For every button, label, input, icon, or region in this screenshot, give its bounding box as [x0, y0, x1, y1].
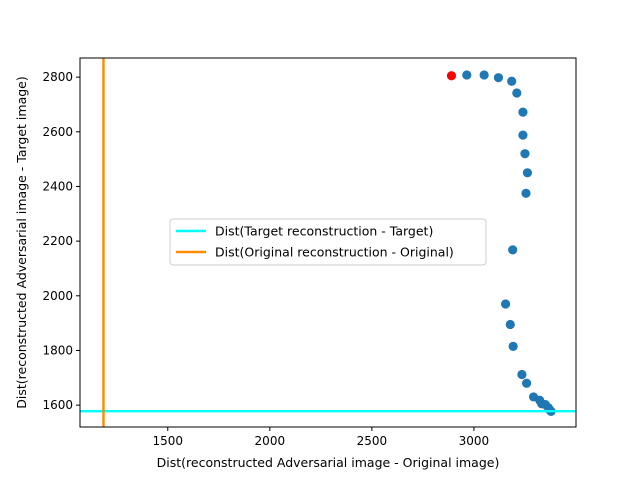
x-axis-title: Dist(reconstructed Adversarial image - O… — [157, 455, 500, 470]
data-point — [493, 73, 504, 83]
plot-marks — [446, 70, 556, 417]
y-tick-label: 1600 — [42, 398, 73, 412]
data-point — [522, 168, 533, 178]
data-point — [520, 149, 530, 159]
x-tick-label: 3000 — [459, 434, 490, 448]
start-point — [446, 71, 457, 81]
reference-lines — [80, 58, 576, 427]
y-tick-label: 2000 — [42, 289, 73, 303]
data-point — [521, 188, 531, 198]
x-tick-label: 2000 — [255, 434, 286, 448]
data-point — [505, 319, 515, 330]
data-point — [517, 369, 527, 380]
data-point — [500, 299, 511, 309]
x-tick-label: 2500 — [357, 434, 388, 448]
y-tick-label: 2200 — [42, 234, 73, 248]
y-tick-label: 1800 — [42, 343, 73, 357]
data-point — [518, 130, 528, 140]
data-point — [508, 341, 518, 351]
x-axis-ticks: 1500 2000 2500 3000 — [152, 427, 489, 448]
y-tick-label: 2400 — [42, 179, 73, 193]
y-axis-ticks: 1600 1800 2000 2200 2400 2600 2800 — [42, 70, 80, 412]
legend: Dist(Target reconstruction - Target) Dis… — [169, 218, 487, 266]
axes-frame — [79, 57, 577, 428]
data-point — [512, 88, 522, 98]
y-tick-label: 2600 — [42, 125, 73, 139]
data-point — [508, 245, 518, 255]
data-point — [462, 70, 472, 80]
legend-label-target: Dist(Target reconstruction - Target) — [215, 224, 433, 239]
legend-box — [169, 218, 487, 266]
legend-label-original: Dist(Original reconstruction - Original) — [215, 245, 454, 260]
x-tick-label: 1500 — [152, 434, 183, 448]
data-point — [522, 378, 532, 388]
data-point — [507, 76, 517, 86]
data-point — [479, 70, 489, 80]
data-point — [518, 107, 528, 117]
y-tick-label: 2800 — [42, 70, 73, 84]
y-axis-title: Dist(reconstructed Adversarial image - T… — [14, 76, 29, 408]
